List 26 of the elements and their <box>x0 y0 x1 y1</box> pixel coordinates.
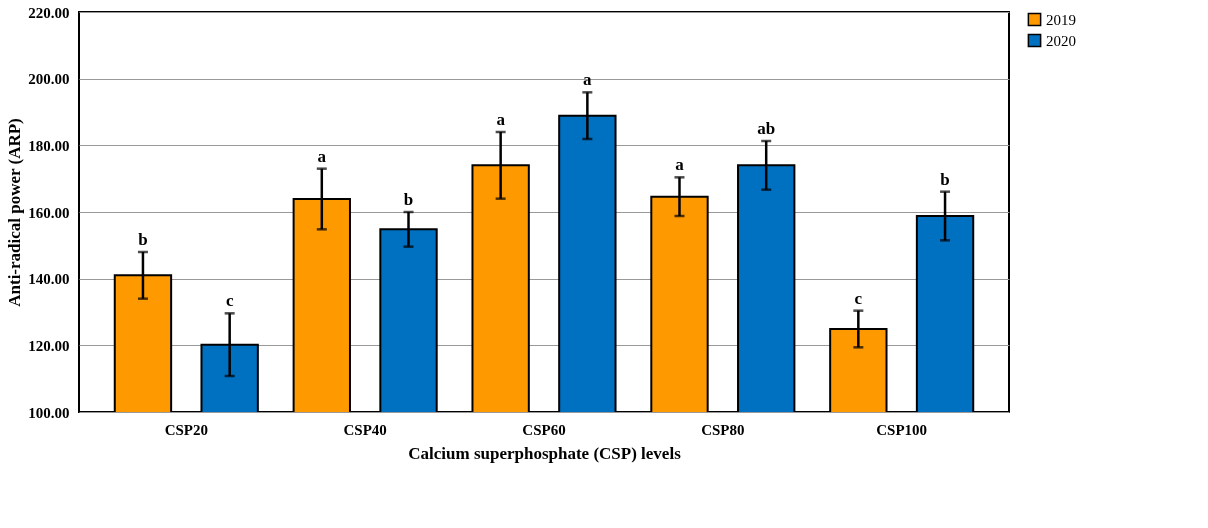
x-tick-label: CSP60 <box>522 421 566 438</box>
data-label: b <box>138 230 148 249</box>
data-label: c <box>225 291 234 311</box>
x-axis-title: Calcium superphosphate (CSP) levels <box>408 443 682 463</box>
y-tick-label: 180.00 <box>28 137 70 154</box>
data-label: b <box>403 190 414 209</box>
data-label: b <box>940 169 950 189</box>
data-label: a <box>317 146 327 166</box>
data-label: a <box>496 110 506 129</box>
y-tick-label: 200.00 <box>28 71 70 88</box>
legend-label: 2020 <box>1046 32 1076 49</box>
y-tick-label: 100.00 <box>28 404 70 421</box>
y-tick-label: 140.00 <box>28 271 70 288</box>
x-tick-label: CSP40 <box>343 421 387 438</box>
y-tick-label: 160.00 <box>28 204 70 221</box>
data-label: ab <box>757 119 776 138</box>
legend-label: 2019 <box>1046 11 1076 28</box>
x-tick-label: CSP100 <box>876 421 928 438</box>
x-tick-label: CSP20 <box>164 421 208 438</box>
y-axis-title: Anti-radical power (ARP) <box>5 118 25 307</box>
y-tick-label: 120.00 <box>28 337 70 354</box>
data-label: c <box>854 288 863 308</box>
data-label: a <box>583 70 593 90</box>
y-tick-label: 220.00 <box>28 4 70 21</box>
x-tick-label: CSP80 <box>701 421 745 438</box>
data-label: a <box>675 155 685 175</box>
